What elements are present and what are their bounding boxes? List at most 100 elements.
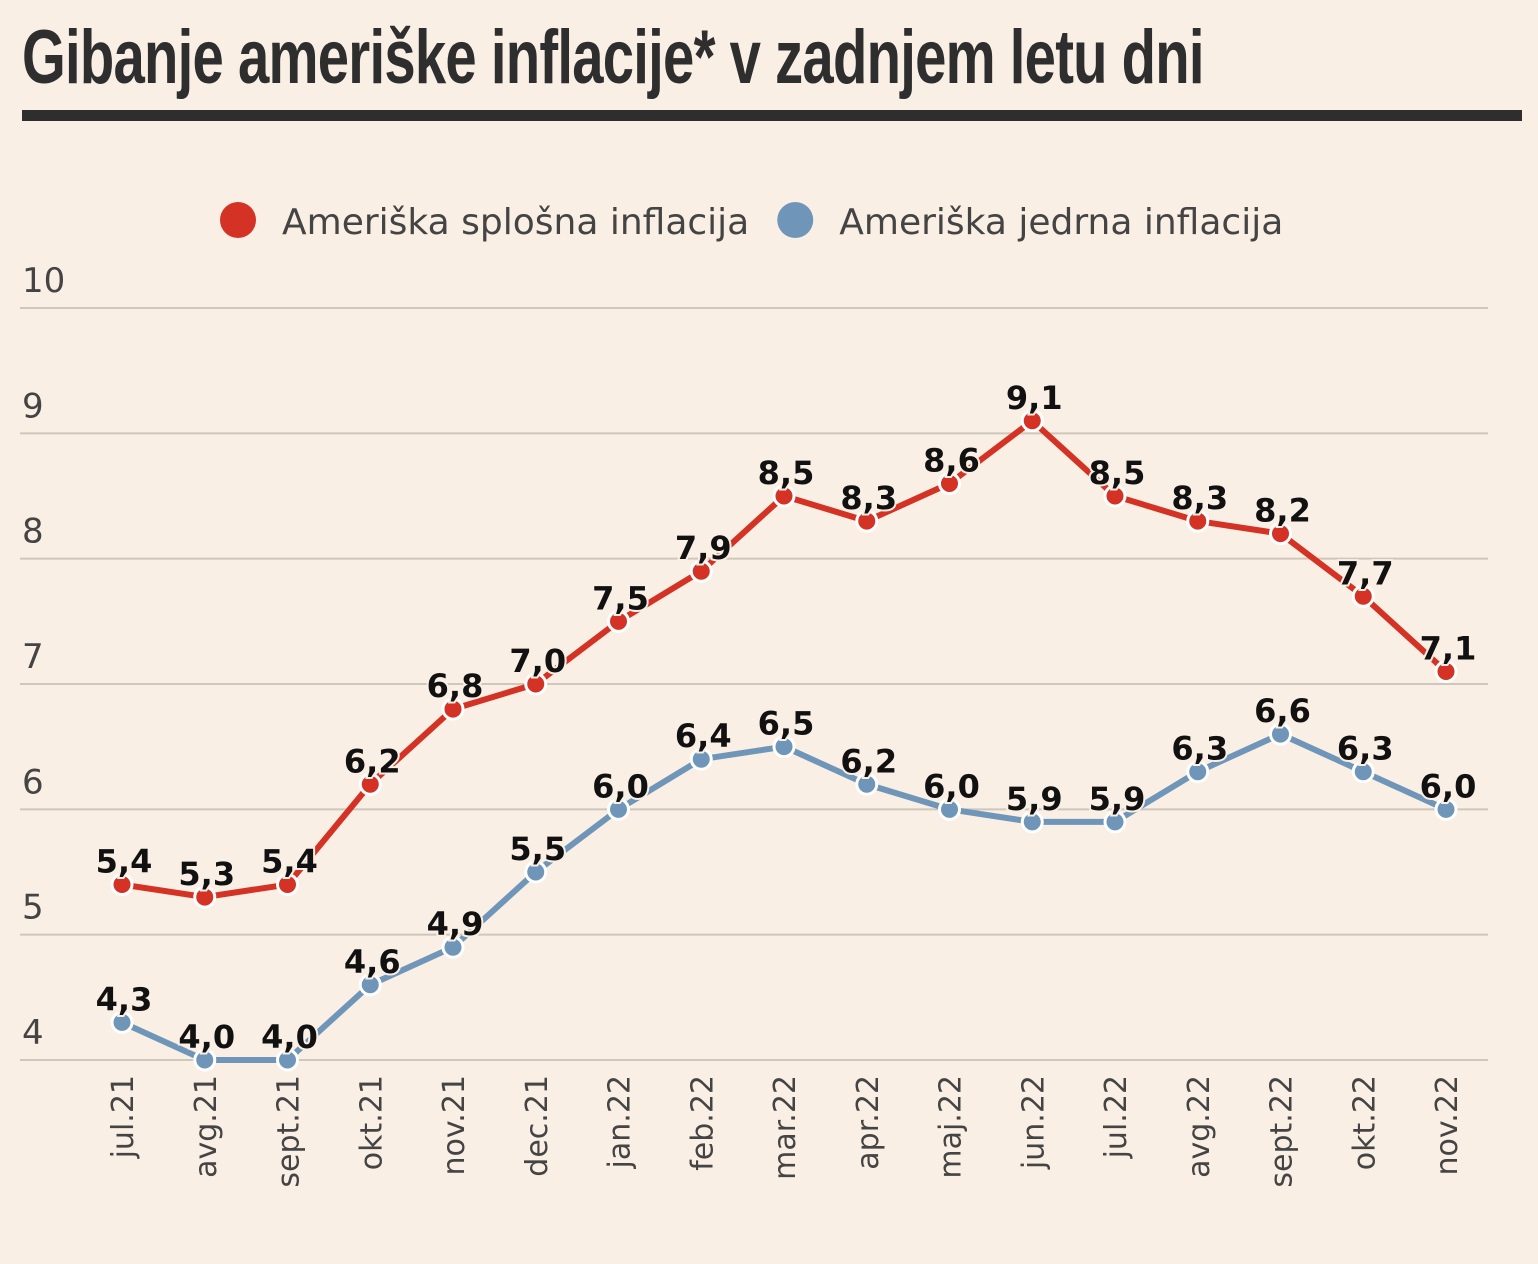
data-label: 8,5 xyxy=(758,454,815,492)
data-point xyxy=(276,873,299,897)
data-label: 8,3 xyxy=(1171,479,1228,517)
data-label: 6,6 xyxy=(1254,692,1311,730)
y-tick-label: 4 xyxy=(22,1013,44,1053)
x-tick-label: nov.22 xyxy=(1430,1075,1465,1176)
data-point xyxy=(1186,760,1210,784)
data-point xyxy=(855,509,879,533)
y-tick-label: 9 xyxy=(22,386,44,426)
data-label: 4,6 xyxy=(344,943,401,981)
chart-title: Gibanje ameriške inflacije* v zadnjem le… xyxy=(22,15,1205,100)
data-label: 6,2 xyxy=(840,742,897,780)
data-point xyxy=(193,885,217,909)
data-point xyxy=(110,873,134,897)
data-point xyxy=(358,973,382,997)
data-point xyxy=(1434,797,1458,821)
x-tick-label: mar.22 xyxy=(768,1075,803,1180)
data-label: 6,3 xyxy=(1337,730,1394,768)
x-tick-label: jun.22 xyxy=(1016,1075,1051,1170)
data-point xyxy=(1020,409,1044,433)
data-label: 6,5 xyxy=(758,705,815,743)
y-tick-label: 8 xyxy=(22,512,44,552)
x-tick-label: maj.22 xyxy=(934,1075,969,1179)
data-point xyxy=(689,747,713,771)
data-label: 4,0 xyxy=(178,1018,235,1056)
y-tick-label: 10 xyxy=(22,261,65,301)
data-point xyxy=(441,935,465,959)
data-point xyxy=(607,609,630,633)
data-point xyxy=(1269,722,1292,746)
data-point xyxy=(524,860,548,884)
data-label: 7,7 xyxy=(1337,554,1394,592)
data-point xyxy=(1186,509,1210,533)
legend-marker xyxy=(777,202,814,238)
data-point xyxy=(607,797,630,821)
x-tick-label: apr.22 xyxy=(851,1075,886,1170)
data-point xyxy=(276,1048,299,1072)
x-tick-label: sept.22 xyxy=(1265,1075,1300,1188)
data-label: 6,4 xyxy=(675,717,732,755)
data-label: 6,2 xyxy=(344,742,401,780)
data-label: 6,3 xyxy=(1171,730,1228,768)
series-line xyxy=(120,731,1448,1063)
data-label: 4,9 xyxy=(427,905,484,943)
data-label: 6,8 xyxy=(427,667,484,705)
x-tick-label: avg.21 xyxy=(189,1075,224,1178)
legend-label: Ameriška splošna inflacija xyxy=(282,202,749,243)
data-point xyxy=(1269,522,1292,546)
data-label: 5,9 xyxy=(1006,780,1063,818)
data-point xyxy=(524,672,548,696)
x-tick-label: okt.21 xyxy=(354,1075,389,1170)
x-tick-label: okt.22 xyxy=(1347,1075,1382,1170)
data-label: 7,9 xyxy=(675,529,732,567)
data-point xyxy=(1103,484,1127,508)
data-label: 6,0 xyxy=(1420,767,1477,805)
data-label: 4,0 xyxy=(261,1018,318,1056)
data-point xyxy=(938,471,961,495)
data-point xyxy=(938,797,961,821)
y-tick-label: 6 xyxy=(22,762,44,802)
data-label: 5,4 xyxy=(96,843,153,881)
data-point xyxy=(1020,810,1044,834)
x-tick-label: avg.22 xyxy=(1182,1075,1217,1178)
data-label: 7,5 xyxy=(592,579,649,617)
data-label: 5,4 xyxy=(261,843,318,881)
x-tick-label: feb.22 xyxy=(685,1075,720,1171)
data-label: 6,0 xyxy=(923,767,980,805)
x-tick-label: jul.22 xyxy=(1099,1075,1134,1159)
title-rule xyxy=(22,110,1522,121)
data-point xyxy=(772,735,796,759)
data-label: 7,1 xyxy=(1420,629,1477,667)
x-tick-label: jan.22 xyxy=(603,1075,638,1169)
legend-label: Ameriška jedrna inflacija xyxy=(839,202,1283,243)
data-label: 8,6 xyxy=(923,441,980,479)
x-tick-label: jul.21 xyxy=(106,1075,141,1159)
data-point xyxy=(441,697,465,721)
data-point xyxy=(689,559,713,583)
data-point xyxy=(193,1048,217,1072)
data-label: 8,5 xyxy=(1089,454,1146,492)
y-tick-label: 5 xyxy=(22,888,44,928)
data-label: 8,3 xyxy=(840,479,897,517)
data-label: 8,2 xyxy=(1254,492,1311,530)
x-tick-label: dec.21 xyxy=(520,1075,555,1177)
data-point xyxy=(1351,584,1375,608)
y-tick-label: 7 xyxy=(22,637,44,677)
data-point xyxy=(1103,810,1127,834)
x-tick-label: nov.21 xyxy=(437,1075,472,1176)
data-label: 5,5 xyxy=(509,830,566,868)
data-point xyxy=(855,772,879,796)
data-point xyxy=(358,772,382,796)
data-point xyxy=(110,1010,134,1034)
x-tick-label: sept.21 xyxy=(272,1075,307,1188)
data-label: 5,9 xyxy=(1089,780,1146,818)
data-label: 6,0 xyxy=(592,767,649,805)
data-point xyxy=(772,484,796,508)
data-point xyxy=(1351,760,1375,784)
data-label: 4,3 xyxy=(96,980,153,1018)
data-label: 9,1 xyxy=(1006,379,1063,417)
legend-marker xyxy=(220,202,256,238)
data-label: 7,0 xyxy=(509,642,566,680)
data-label: 5,3 xyxy=(178,855,235,893)
data-point xyxy=(1434,659,1458,683)
